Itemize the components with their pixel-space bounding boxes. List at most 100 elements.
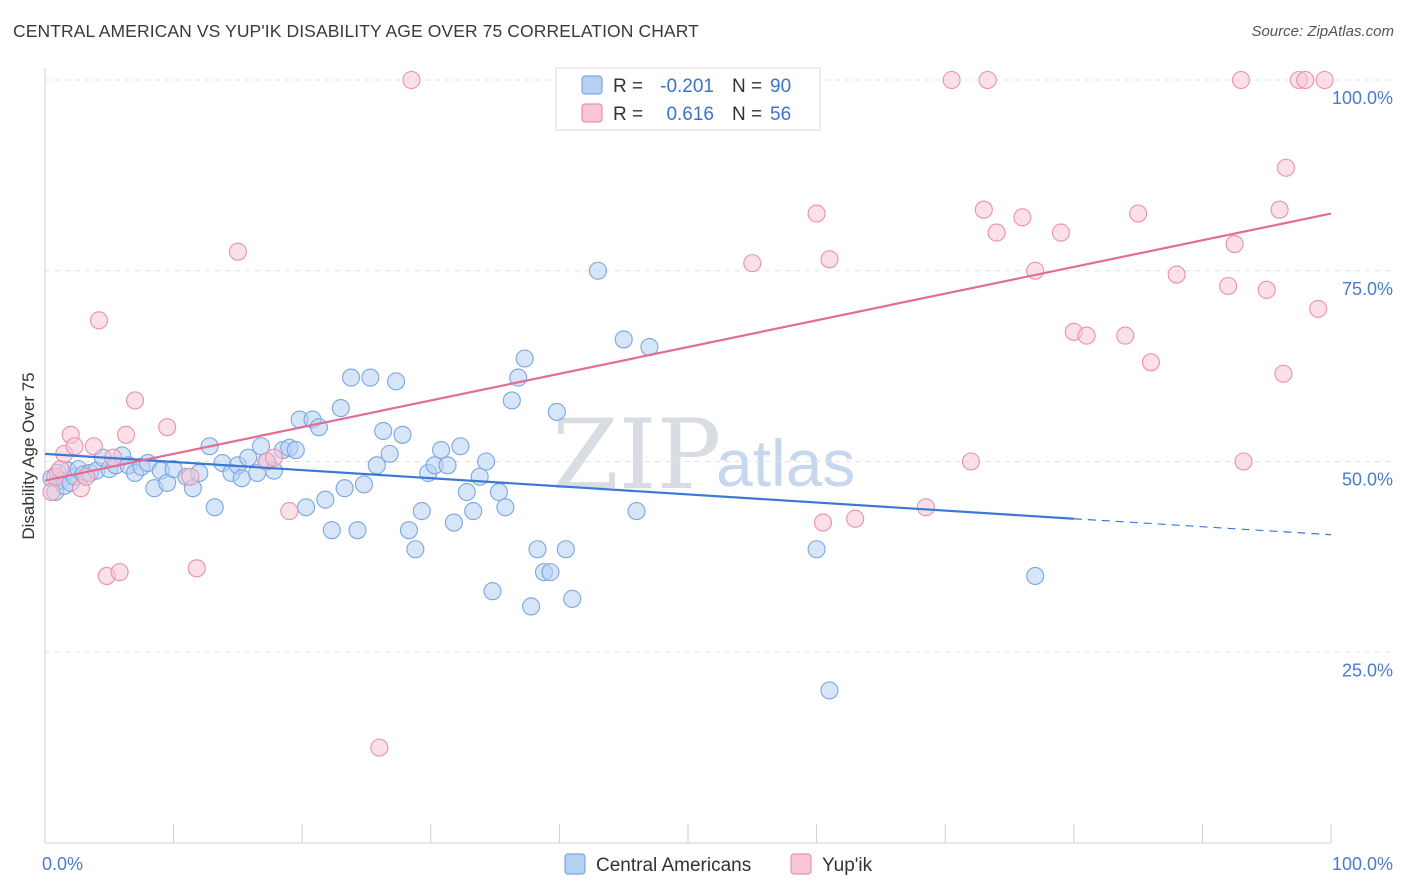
data-point: [399, 521, 418, 540]
gridlines: [45, 79, 1395, 653]
data-point: [65, 437, 84, 456]
data-point: [528, 540, 547, 559]
y-tick-label: 50.0%: [1342, 470, 1393, 490]
data-point: [380, 444, 399, 463]
chart-source: Source: ZipAtlas.com: [1251, 23, 1394, 40]
legend-label-central-americans: Central Americans: [596, 855, 751, 876]
data-point: [370, 738, 389, 757]
data-point: [361, 368, 380, 387]
data-point: [402, 70, 421, 90]
trend-line-extension: [1073, 518, 1332, 536]
data-point: [393, 425, 412, 444]
legend-swatch-yupik: [790, 853, 812, 875]
stats-r-label: R =: [613, 76, 643, 97]
data-point: [116, 425, 136, 444]
data-point: [187, 559, 206, 578]
data-point: [264, 448, 283, 467]
data-point: [1231, 70, 1251, 90]
data-point: [483, 582, 502, 601]
stats-swatch-central-americans: [581, 75, 603, 95]
data-point: [588, 261, 608, 280]
data-point: [387, 372, 406, 391]
data-point: [846, 509, 865, 528]
data-point: [309, 418, 328, 437]
data-point: [438, 456, 457, 475]
x-tick-label-max: 100.0%: [1332, 854, 1393, 874]
watermark: ZIP atlas: [552, 399, 855, 511]
data-point: [1051, 223, 1070, 242]
trend-line-yupik: [44, 212, 1332, 482]
data-point: [1167, 265, 1186, 284]
x-tick-label-min: 0.0%: [42, 854, 83, 874]
legend: Central Americans Yup'ik: [564, 853, 873, 876]
data-point: [89, 311, 109, 330]
data-point: [563, 589, 582, 608]
data-point: [820, 250, 839, 269]
data-point: [1315, 70, 1334, 90]
data-point: [1234, 452, 1253, 471]
watermark-atlas: atlas: [716, 426, 855, 500]
data-point: [627, 502, 646, 521]
data-point: [110, 563, 129, 582]
stats-n-label: N =: [732, 76, 762, 97]
data-point: [1129, 204, 1148, 223]
y-tick-labels: 25.0% 50.0% 75.0% 100.0%: [1332, 88, 1393, 680]
axes: [44, 68, 1332, 844]
y-tick-label: 75.0%: [1342, 279, 1393, 299]
data-point: [743, 254, 762, 273]
data-point: [1296, 70, 1315, 90]
data-point: [406, 540, 425, 559]
data-point: [1013, 208, 1032, 227]
data-point: [228, 242, 247, 261]
series-yupik: [42, 70, 1334, 757]
data-point: [158, 418, 177, 437]
data-point: [1026, 566, 1045, 586]
stats-r-value: 0.616: [666, 104, 714, 125]
data-point: [916, 498, 935, 517]
data-point: [1274, 364, 1293, 383]
data-point: [987, 223, 1006, 242]
data-point: [1116, 326, 1135, 345]
data-point: [961, 452, 980, 471]
data-point: [522, 597, 541, 616]
data-point: [335, 479, 354, 498]
data-point: [489, 482, 509, 502]
data-point: [432, 441, 451, 460]
data-point: [84, 437, 103, 456]
data-point: [451, 437, 470, 456]
data-point: [807, 540, 826, 559]
data-point: [42, 482, 61, 502]
data-point: [541, 563, 560, 582]
data-point: [125, 391, 145, 410]
data-point: [614, 330, 633, 349]
watermark-zip: ZIP: [552, 399, 721, 511]
stats-r-label: R =: [613, 104, 643, 125]
data-point: [331, 399, 350, 418]
y-axis-label: Disability Age Over 75: [19, 372, 38, 539]
data-point: [1141, 353, 1161, 372]
data-point: [942, 70, 961, 90]
data-point: [322, 521, 341, 540]
data-point: [286, 441, 305, 460]
stats-n-label: N =: [732, 104, 762, 125]
data-point: [1077, 326, 1096, 345]
data-point: [978, 70, 997, 90]
data-point: [342, 368, 361, 387]
data-point: [515, 349, 534, 368]
data-point: [205, 498, 224, 517]
x-tick-labels: 0.0% 100.0%: [42, 854, 1393, 874]
data-point: [807, 204, 826, 223]
data-point: [348, 521, 367, 540]
data-point: [457, 482, 476, 502]
data-point: [496, 498, 515, 517]
data-point: [813, 513, 833, 532]
stats-swatch-yupik: [581, 103, 603, 123]
data-point: [502, 391, 521, 410]
y-tick-label: 25.0%: [1342, 660, 1393, 680]
data-point: [1219, 276, 1238, 296]
data-point: [547, 402, 566, 421]
y-tick-label: 100.0%: [1332, 88, 1393, 108]
legend-swatch-central-americans: [564, 853, 586, 875]
stats-n-value: 56: [770, 104, 791, 125]
data-point: [374, 421, 393, 441]
